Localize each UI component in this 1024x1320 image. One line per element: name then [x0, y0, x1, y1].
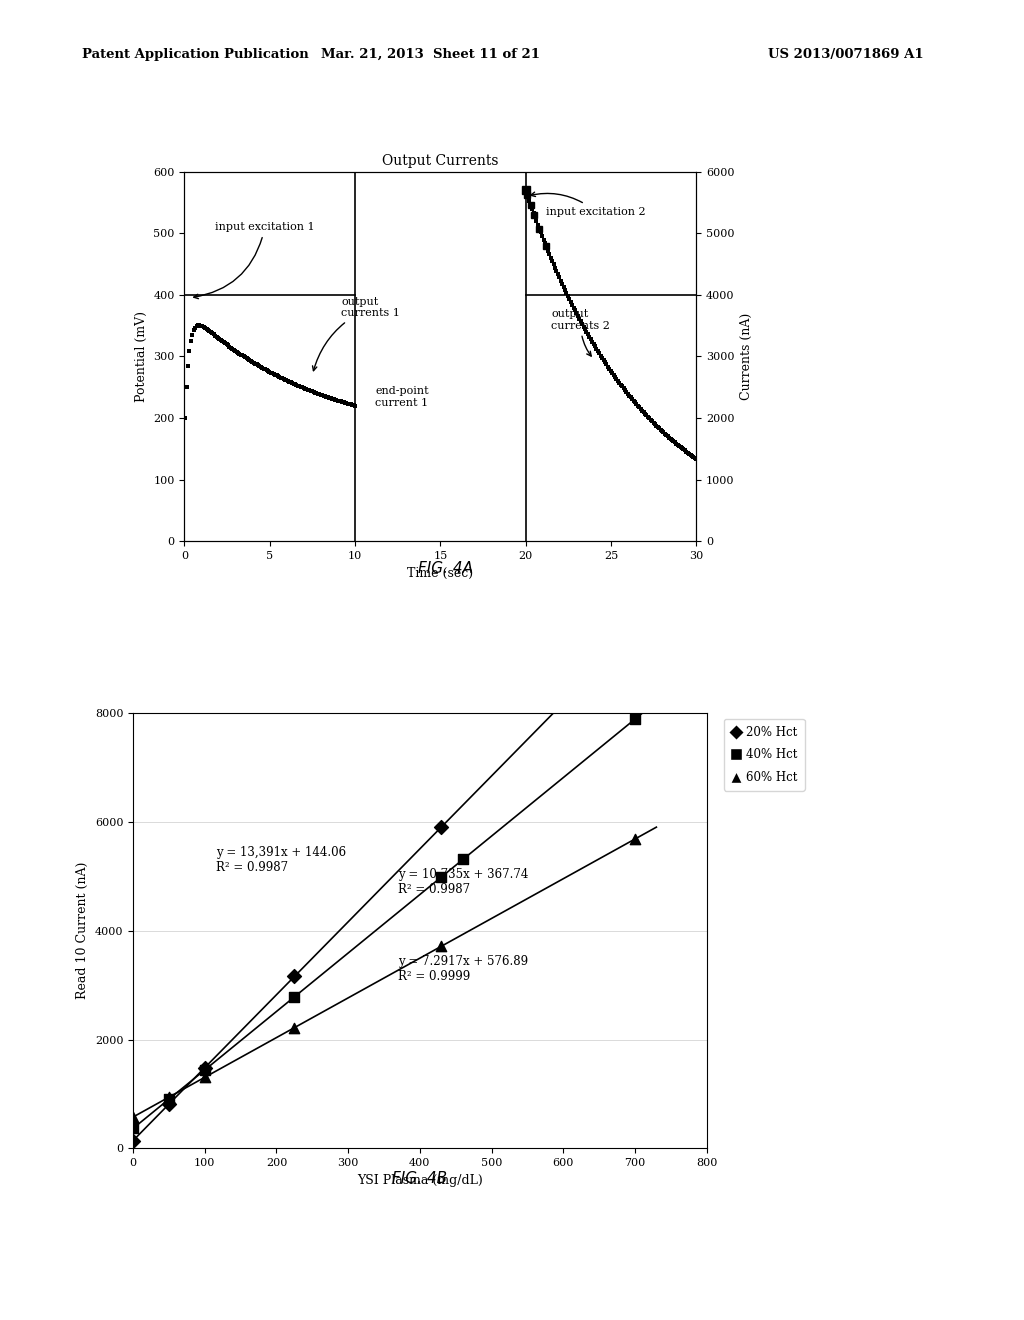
Legend: 20% Hct, 40% Hct, 60% Hct: 20% Hct, 40% Hct, 60% Hct: [724, 718, 805, 791]
Point: [197, 1057, 213, 1078]
Point: [197, 1067, 213, 1088]
Point: [627, 829, 643, 850]
Text: Patent Application Publication: Patent Application Publication: [82, 48, 308, 61]
Point: [627, 709, 643, 730]
Text: FIG. 4A: FIG. 4A: [418, 561, 473, 576]
Point: [287, 966, 303, 987]
X-axis label: Time (sec): Time (sec): [408, 566, 473, 579]
Point: [161, 1086, 177, 1107]
Point: [125, 1106, 141, 1127]
Text: Mar. 21, 2013  Sheet 11 of 21: Mar. 21, 2013 Sheet 11 of 21: [321, 48, 540, 61]
Title: Output Currents: Output Currents: [382, 153, 499, 168]
Text: output
currents 1: output currents 1: [312, 297, 400, 371]
Point: [197, 1060, 213, 1081]
Point: [433, 866, 450, 887]
X-axis label: YSI Plasma (mg/dL): YSI Plasma (mg/dL): [357, 1173, 482, 1187]
Y-axis label: Currents (nA): Currents (nA): [740, 313, 753, 400]
Text: US 2013/0071869 A1: US 2013/0071869 A1: [768, 48, 924, 61]
Point: [161, 1089, 177, 1110]
Point: [433, 936, 450, 957]
Text: y = 10,735x + 367.74
R² = 0.9987: y = 10,735x + 367.74 R² = 0.9987: [398, 867, 528, 895]
Text: FIG. 4B: FIG. 4B: [392, 1171, 447, 1185]
Point: [125, 1130, 141, 1151]
Text: input excitation 2: input excitation 2: [530, 193, 646, 216]
Point: [627, 619, 643, 640]
Y-axis label: Potential (mV): Potential (mV): [135, 312, 147, 401]
Point: [125, 1118, 141, 1139]
Y-axis label: Read 10 Current (nA): Read 10 Current (nA): [77, 862, 89, 999]
Point: [287, 986, 303, 1007]
Point: [287, 1018, 303, 1039]
Point: [433, 817, 450, 838]
Text: end-point
current 1: end-point current 1: [376, 385, 429, 408]
Text: y = 13,391x + 144.06
R² = 0.9987: y = 13,391x + 144.06 R² = 0.9987: [216, 846, 346, 874]
Text: y = 7.2917x + 576.89
R² = 0.9999: y = 7.2917x + 576.89 R² = 0.9999: [398, 954, 528, 982]
Text: output
currents 2: output currents 2: [551, 309, 610, 356]
Point: [455, 849, 471, 870]
Point: [161, 1093, 177, 1114]
Text: input excitation 1: input excitation 1: [194, 222, 314, 298]
